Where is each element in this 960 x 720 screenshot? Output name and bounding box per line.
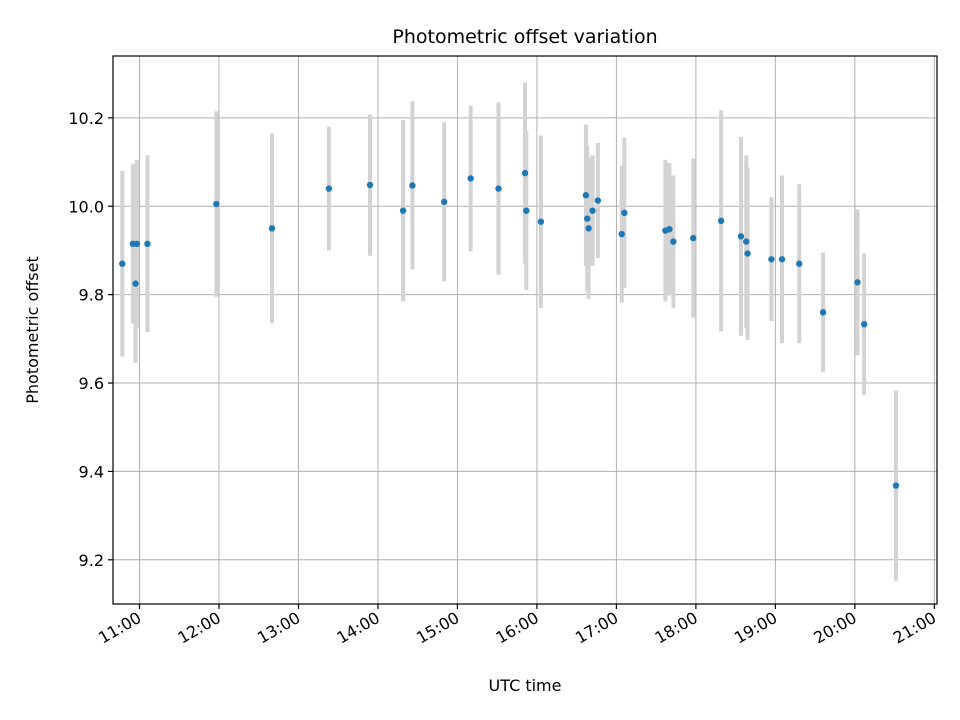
data-point [119, 260, 126, 267]
data-point [584, 215, 591, 222]
data-point [440, 198, 448, 206]
data-point [819, 309, 827, 316]
data-point [585, 225, 592, 232]
data-point [399, 207, 407, 214]
data-point [523, 207, 530, 214]
data-point [582, 192, 590, 199]
y-tick-label: 9.8 [79, 286, 104, 305]
data-point [744, 250, 751, 257]
data-point [892, 482, 900, 489]
data-point [495, 185, 502, 192]
data-point [621, 209, 628, 217]
data-point [778, 256, 786, 263]
data-point [768, 256, 775, 263]
data-point [325, 185, 333, 192]
data-point [618, 230, 625, 238]
data-point [213, 200, 220, 208]
data-point [594, 197, 602, 204]
data-point [144, 240, 151, 248]
data-point [717, 217, 725, 225]
data-point [268, 225, 276, 232]
y-axis-label: Photometric offset [23, 256, 42, 404]
data-point [860, 321, 868, 328]
data-point [467, 175, 474, 182]
plot-frame [112, 55, 938, 605]
data-point [589, 207, 596, 214]
data-point [132, 280, 139, 287]
data-point [409, 182, 416, 189]
data-point [521, 169, 529, 177]
data-point [666, 226, 673, 233]
data-point [854, 279, 861, 286]
data-point [670, 238, 677, 245]
y-tick-label: 9.4 [79, 462, 104, 481]
data-point [737, 233, 745, 240]
data-point [743, 238, 750, 245]
chart-title: Photometric offset variation [392, 26, 657, 48]
data-point [537, 218, 545, 225]
y-tick-label: 9.6 [79, 374, 104, 393]
data-point [366, 181, 374, 189]
data-points [119, 169, 900, 489]
data-point [690, 234, 697, 242]
data-point [796, 260, 803, 267]
y-tick-label: 9.2 [79, 551, 104, 570]
x-axis-label: UTC time [489, 676, 562, 695]
data-point [133, 240, 141, 248]
y-tick-label: 10.0 [68, 197, 104, 216]
y-tick-label: 10.2 [68, 109, 104, 128]
